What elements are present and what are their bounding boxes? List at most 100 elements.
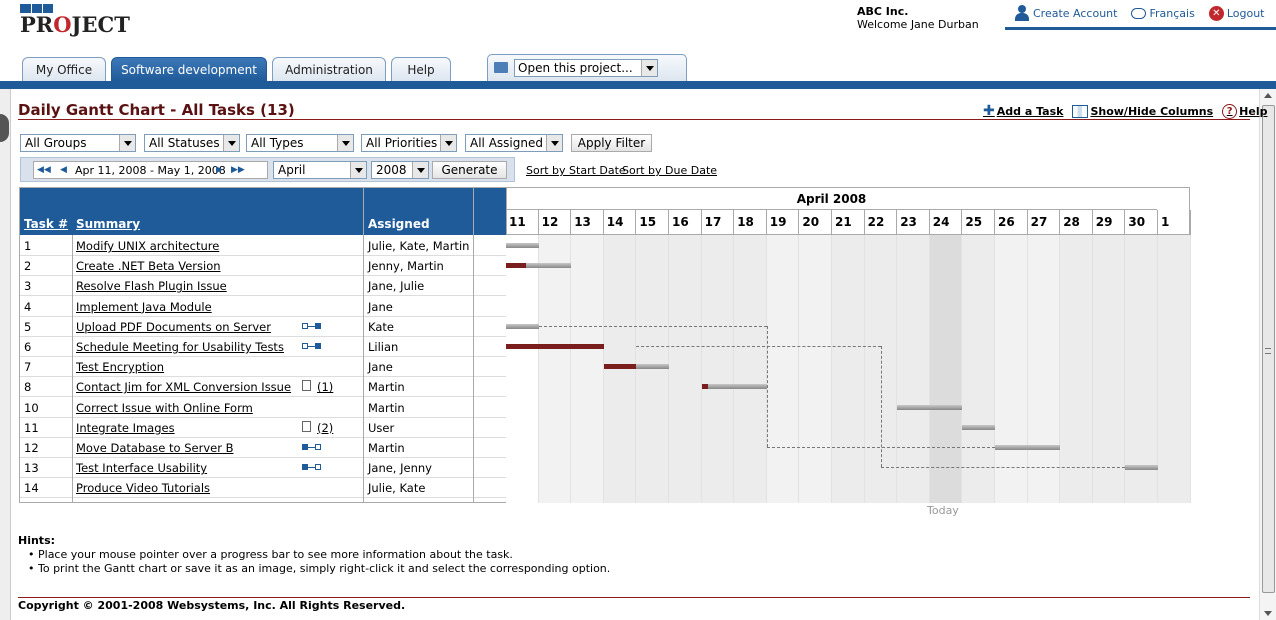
gantt-chart: Task # Summary Assigned 1 Modify UNIX arc…	[19, 187, 1191, 503]
table-row[interactable]: 14 Produce Video Tutorials Julie, Kate	[20, 477, 506, 499]
first-page-icon[interactable]: ◀◀	[37, 165, 51, 175]
task-assigned: Jane	[368, 299, 393, 314]
task-summary-link[interactable]: Integrate Images	[76, 420, 175, 435]
task-progress-bar[interactable]	[1125, 465, 1158, 471]
chevron-down-icon	[412, 162, 428, 178]
table-row[interactable]: 2 Create .NET Beta Version Jenny, Martin	[20, 255, 506, 277]
table-row[interactable]: 7 Test Encryption Jane	[20, 356, 506, 378]
dependency-icon[interactable]	[302, 322, 322, 330]
tab-software-development[interactable]: Software development	[111, 57, 267, 81]
task-summary-link[interactable]: Upload PDF Documents on Server	[76, 319, 271, 334]
task-progress-bar[interactable]	[897, 404, 963, 410]
task-completed-fill[interactable]	[506, 263, 526, 269]
priority-filter[interactable]: All Priorities	[361, 134, 457, 152]
task-summary-link[interactable]: Produce Video Tutorials	[76, 481, 211, 496]
task-summary-link[interactable]: Implement Java Module	[76, 299, 212, 314]
show-hide-columns-link[interactable]: Show/Hide Columns	[1072, 103, 1213, 119]
table-row[interactable]: 10 Correct Issue with Online Form Martin	[20, 397, 506, 418]
task-completed-fill[interactable]	[506, 344, 604, 349]
task-progress-bar[interactable]	[506, 323, 539, 329]
table-row[interactable]: 3 Resolve Flash Plugin Issue Jane, Julie	[20, 275, 506, 297]
task-summary-link[interactable]: Contact Jim for XML Conversion Issue	[76, 380, 292, 395]
task-summary-link[interactable]: Correct Issue with Online Form	[76, 400, 253, 415]
last-page-icon[interactable]: ▶▶	[231, 165, 245, 175]
task-summary-link[interactable]: Test Interface Usability	[76, 461, 208, 476]
task-summary-link[interactable]: Test Encryption	[76, 360, 165, 375]
language-link[interactable]: Français	[1131, 4, 1195, 22]
columns-icon	[1072, 104, 1089, 118]
task-progress-bar[interactable]	[995, 445, 1061, 450]
task-progress-bar[interactable]	[603, 364, 669, 370]
task-number: 13	[24, 461, 39, 476]
tab-my-office[interactable]: My Office	[22, 57, 106, 81]
day-column	[1125, 235, 1158, 503]
app-logo[interactable]: PROJECT	[20, 4, 130, 37]
task-progress-bar[interactable]	[962, 424, 995, 430]
task-completed-fill[interactable]	[701, 384, 709, 390]
sort-by-start-date-link[interactable]: Sort by Start Date	[526, 164, 626, 177]
task-number: 4	[24, 299, 32, 314]
attachment-count-link[interactable]: (2)	[317, 420, 334, 435]
generate-button[interactable]: Generate	[432, 161, 507, 179]
assigned-filter[interactable]: All Assigned	[465, 134, 563, 152]
gantt-timeline: April 2008 11 12 13 14 15 16 17 18 19 20 21 22 23 24 2…	[506, 188, 1191, 503]
help-link[interactable]: ? Help	[1222, 103, 1267, 119]
task-progress-bar[interactable]	[506, 243, 539, 248]
create-account-link[interactable]: Create Account	[1014, 4, 1117, 22]
year-select[interactable]: 2008	[371, 161, 429, 179]
side-panel-toggle[interactable]	[0, 114, 9, 142]
document-icon	[302, 380, 311, 392]
dependency-icon[interactable]	[302, 444, 322, 451]
summary-header[interactable]: Summary	[76, 217, 141, 231]
page-actions: ✚ Add a Task Show/Hide Columns ? Help	[983, 103, 1267, 119]
table-row[interactable]: 11 Integrate Images User (2)	[20, 417, 506, 438]
tab-administration[interactable]: Administration	[272, 57, 386, 81]
scroll-up-icon[interactable]	[1264, 93, 1272, 98]
type-filter[interactable]: All Types	[246, 134, 354, 152]
day-column	[701, 235, 735, 503]
open-project-select[interactable]: Open this project...	[514, 59, 658, 77]
apply-filter-button[interactable]: Apply Filter	[571, 134, 652, 152]
group-filter[interactable]: All Groups	[20, 134, 136, 152]
table-row[interactable]: 1 Modify UNIX architecture Julie, Kate, Ma…	[20, 235, 506, 256]
task-summary-link[interactable]: Move Database to Server B	[76, 441, 234, 455]
task-completed-fill[interactable]	[603, 364, 637, 370]
day-header: 28	[1060, 210, 1093, 235]
task-assigned: Martin	[368, 400, 405, 415]
table-row[interactable]: 5 Upload PDF Documents on Server Kate	[20, 316, 506, 337]
month-select[interactable]: April	[273, 161, 367, 179]
task-number-header[interactable]: Task #	[24, 217, 69, 231]
chevron-down-icon	[223, 135, 239, 151]
table-row[interactable]: 13 Test Interface Usability Jane, Jenny	[20, 457, 506, 479]
task-summary-link[interactable]: Schedule Meeting for Usability Tests	[76, 340, 284, 354]
prev-page-icon[interactable]: ◀	[60, 165, 67, 175]
next-page-icon[interactable]: ▶	[216, 165, 223, 175]
task-progress-bar[interactable]	[506, 263, 572, 269]
table-row[interactable]: 12 Move Database to Server B Martin	[20, 437, 506, 458]
dependency-line	[880, 467, 1126, 469]
task-summary-link[interactable]: Resolve Flash Plugin Issue	[76, 279, 227, 294]
add-task-link[interactable]: ✚ Add a Task	[983, 103, 1064, 119]
table-row[interactable]: 4 Implement Java Module Jane	[20, 296, 506, 317]
attachment-count-link[interactable]: (1)	[317, 380, 334, 395]
sort-by-due-date-link[interactable]: Sort by Due Date	[622, 164, 718, 177]
dependency-icon[interactable]	[302, 343, 322, 350]
scrollbar-thumb[interactable]	[1262, 105, 1275, 593]
logout-link[interactable]: ✕ Logout	[1208, 4, 1264, 22]
status-filter[interactable]: All Statuses	[144, 134, 240, 152]
task-progress-bar[interactable]	[701, 384, 767, 390]
dependency-icon[interactable]	[302, 464, 322, 471]
chevron-down-icon	[546, 135, 562, 151]
vertical-scrollbar[interactable]	[1259, 89, 1276, 620]
task-number: 8	[24, 380, 32, 395]
header-divider	[0, 81, 1276, 89]
table-row[interactable]: 8 Contact Jim for XML Conversion Issue Mar…	[20, 376, 506, 398]
scroll-down-icon[interactable]	[1264, 611, 1272, 616]
task-summary-link[interactable]: Create .NET Beta Version	[76, 259, 221, 274]
day-column	[766, 235, 800, 503]
dependency-line	[880, 346, 882, 468]
task-summary-link[interactable]: Modify UNIX architecture	[76, 239, 220, 253]
task-assigned: Jane, Jenny	[368, 461, 432, 476]
tab-help[interactable]: Help	[391, 57, 451, 81]
table-row[interactable]: 6 Schedule Meeting for Usability Tests Lil…	[20, 336, 506, 357]
